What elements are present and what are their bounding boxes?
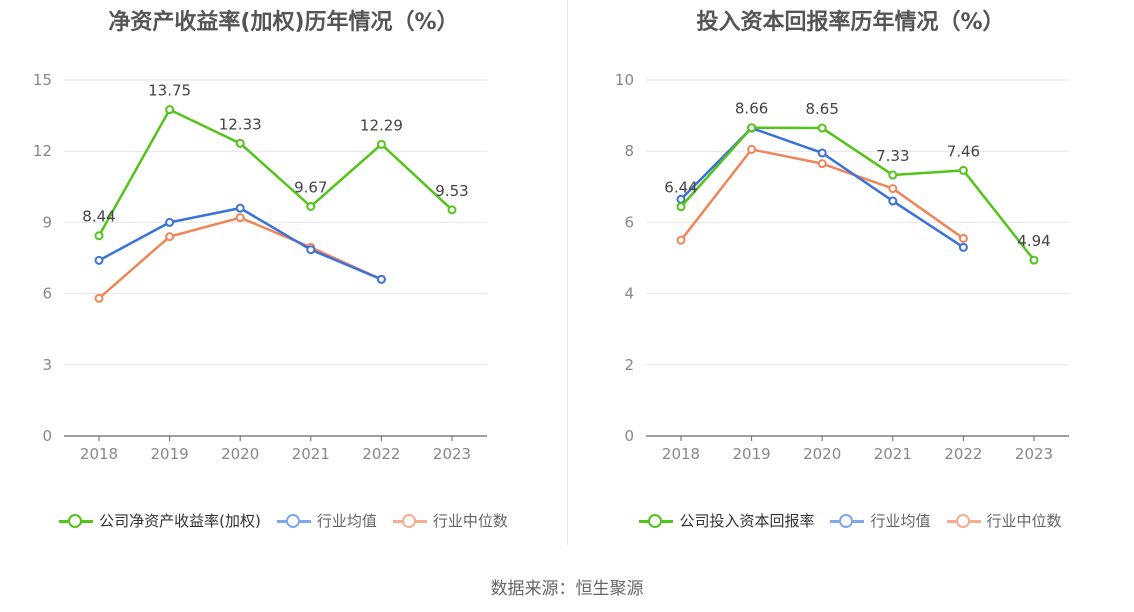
x-tick-label: 2020 [803,445,841,463]
data-point [94,293,104,303]
data-label: 8.65 [805,100,838,118]
data-point [1029,255,1039,265]
data-point [94,231,104,241]
roic-chart-panel: 投入资本回报率历年情况（%） 0 2 4 6 8 10 2018 2019 2020 2021 20… [567,0,1134,560]
legend-label: 行业均值 [870,512,931,530]
data-source-note: 数据来源：恒生聚源 [490,579,644,599]
data-point [676,194,686,204]
y-tick-label: 15 [33,71,52,89]
data-label: 4.94 [1017,232,1050,250]
data-point [817,123,827,133]
data-point [306,245,316,255]
data-point [165,105,175,115]
x-tick-label: 2018 [662,445,700,463]
data-label: 9.53 [435,182,468,200]
x-tick-label: 2023 [1015,445,1053,463]
data-point [165,232,175,242]
x-tick-label: 2022 [944,445,982,463]
x-tick-label: 2019 [733,445,771,463]
x-tick-label: 2020 [221,445,259,463]
legend-label: 公司投入资本回报率 [679,512,815,530]
series-line [97,108,453,237]
data-point [447,205,457,215]
data-point [165,217,175,227]
data-point [676,202,686,212]
data-point [94,255,104,265]
data-label: 8.44 [82,208,115,226]
data-point [676,235,686,245]
data-point [747,144,757,154]
legend-item-industry-median[interactable]: 行业中位数 [946,510,1062,531]
data-point [958,242,968,252]
legend-line-marker-icon [59,513,94,528]
roe-chart-title: 净资产收益率(加权)历年情况（%） [108,10,459,35]
data-point [817,159,827,169]
y-tick-label: 0 [42,427,52,445]
y-tick-label: 12 [33,142,52,160]
roic-chart: 0 2 4 6 8 10 2018 2019 2020 2021 2022 2023 6.44 8.66 8… [615,71,1069,463]
data-point [888,170,898,180]
data-label: 13.75 [148,82,191,100]
data-point [958,165,968,175]
x-tick-label: 2018 [80,445,118,463]
legend-label: 行业中位数 [432,512,508,530]
x-tick-label: 2022 [362,445,400,463]
y-tick-label: 9 [42,213,52,231]
y-tick-label: 10 [615,71,634,89]
legend-line-marker-icon [830,513,865,528]
panel-divider [567,0,568,545]
data-point [235,213,245,223]
roic-legend: 公司投入资本回报率 行业均值 行业中位数 [567,510,1134,531]
data-point [235,203,245,213]
data-point [376,274,386,284]
y-tick-label: 4 [624,285,634,303]
data-point [888,196,898,206]
x-tick-label: 2019 [151,445,189,463]
legend-line-marker-icon [392,513,427,528]
data-label: 8.66 [735,100,768,118]
data-point [747,123,757,133]
legend-line-marker-icon [639,513,674,528]
data-label: 7.46 [947,142,980,160]
y-tick-label: 2 [624,356,634,374]
y-tick-label: 6 [624,213,634,231]
y-tick-label: 0 [624,427,634,445]
data-label: 12.33 [219,115,262,133]
legend-item-industry-mean[interactable]: 行业均值 [830,510,931,531]
data-label: 6.44 [664,179,697,197]
series-line [98,216,382,300]
y-tick-label: 6 [42,285,52,303]
data-label: 9.67 [294,178,327,196]
series-line [680,126,1035,261]
legend-line-marker-icon [946,513,981,528]
data-label: 7.33 [876,147,909,165]
y-tick-label: 8 [624,142,634,160]
legend-item-company-roe[interactable]: 公司净资产收益率(加权) [59,510,261,531]
data-point [376,139,386,149]
data-point [817,148,827,158]
y-tick-label: 3 [42,356,52,374]
data-point [306,201,316,211]
data-point [235,138,245,148]
roic-chart-title: 投入资本回报率历年情况（%） [696,10,1005,35]
roe-chart-panel: 净资产收益率(加权)历年情况（%） 0 3 6 9 12 15 2018 2019 2020 20… [0,0,567,560]
legend-item-company-roic[interactable]: 公司投入资本回报率 [639,510,814,531]
x-tick-label: 2023 [433,445,471,463]
legend-item-industry-median[interactable]: 行业中位数 [392,510,508,531]
data-point [888,184,898,194]
x-tick-label: 2021 [874,445,912,463]
legend-item-industry-mean[interactable]: 行业均值 [276,510,377,531]
legend-label: 行业均值 [316,512,377,530]
legend-label: 公司净资产收益率(加权) [99,512,261,530]
roe-chart: 0 3 6 9 12 15 2018 2019 2020 2021 2022 2023 8.44 13.7… [33,71,487,463]
data-point [958,233,968,243]
data-label: 12.29 [360,116,403,134]
legend-label: 行业中位数 [986,512,1062,530]
roe-legend: 公司净资产收益率(加权) 行业均值 行业中位数 [0,510,567,531]
x-tick-label: 2021 [292,445,330,463]
legend-line-marker-icon [276,513,311,528]
